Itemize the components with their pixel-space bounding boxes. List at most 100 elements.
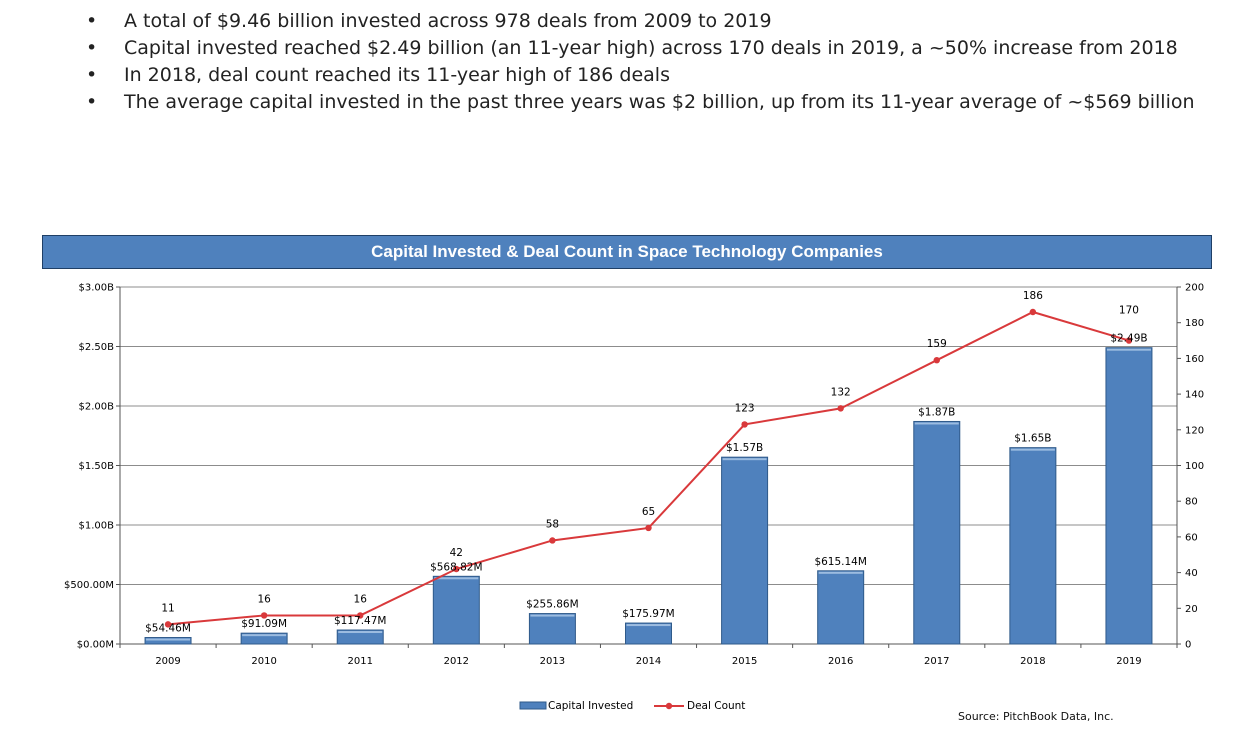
point-deal-count [453, 565, 460, 573]
bar-capital-invested [913, 420, 961, 645]
bar-value-label: $54.46M [145, 623, 191, 635]
bullet-text: The average capital invested in the past… [124, 91, 1195, 113]
deal-count-label: 42 [450, 547, 463, 559]
y-left-tick-label: $2.50B [79, 342, 115, 353]
x-tick-label: 2011 [348, 656, 373, 667]
y-left-tick-label: $2.00B [79, 402, 115, 413]
bar-value-label: $91.09M [241, 618, 287, 630]
deal-count-label: 65 [642, 506, 655, 518]
bar-value-label: $117.47M [334, 615, 386, 627]
bullet-item: • The average capital invested in the pas… [78, 89, 1198, 116]
deal-count-label: 159 [927, 338, 947, 350]
bar-highlight [242, 634, 287, 637]
bullet-list: • A total of $9.46 billion invested acros… [78, 8, 1198, 116]
bullet-dot: • [86, 64, 98, 86]
bar-value-label: $255.86M [526, 599, 578, 611]
y-right-tick-label: 0 [1185, 640, 1191, 651]
point-deal-count [1029, 308, 1037, 316]
bullet-text: Capital invested reached $2.49 billion (… [124, 37, 1178, 59]
bar-value-label: $1.87B [918, 406, 955, 418]
bar-value-label: $615.14M [814, 556, 866, 568]
y-left-tick-label: $500.00M [64, 580, 114, 591]
bar-highlight [722, 458, 767, 461]
y-right-tick-label: 120 [1185, 425, 1204, 436]
x-tick-label: 2009 [155, 656, 180, 667]
legend-label-deal-count: Deal Count [687, 700, 745, 712]
deal-count-label: 11 [161, 602, 174, 614]
x-tick-label: 2017 [924, 656, 949, 667]
point-deal-count [1125, 337, 1133, 344]
bar-capital-invested [528, 613, 576, 645]
bar-value-label: $2.49B [1110, 333, 1147, 345]
point-deal-count [549, 537, 556, 544]
bullet-item: • A total of $9.46 billion invested acros… [78, 8, 1198, 35]
point-deal-count [260, 612, 268, 619]
bar-highlight [530, 614, 575, 617]
bar-capital-invested [721, 456, 769, 645]
y-right-tick-label: 200 [1185, 283, 1204, 294]
point-deal-count [837, 405, 844, 412]
bar-value-label: $568.82M [430, 561, 482, 573]
y-left-tick-label: $1.00B [79, 521, 115, 532]
chart-title: Capital Invested & Deal Count in Space T… [42, 235, 1212, 269]
x-tick-label: 2018 [1020, 656, 1045, 667]
y-left-tick-label: $0.00M [77, 640, 114, 651]
bar-highlight [818, 571, 863, 574]
legend-swatch-capital-invested [519, 701, 547, 710]
bar-highlight [914, 422, 959, 425]
bar-value-label: $175.97M [622, 608, 674, 620]
bullet-text: A total of $9.46 billion invested across… [124, 10, 772, 32]
bullet-item: • Capital invested reached $2.49 billion … [78, 35, 1198, 62]
chart-container: Capital Invested & Deal Count in Space T… [42, 235, 1212, 735]
bar-capital-invested [432, 575, 480, 645]
bar-capital-invested [144, 637, 192, 645]
bar-highlight [1106, 348, 1151, 351]
bullet-text: In 2018, deal count reached its 11-year … [124, 64, 670, 86]
bar-value-label: $1.65B [1014, 433, 1051, 445]
source-note: Source: PitchBook Data, Inc. [958, 710, 1114, 723]
point-deal-count [357, 612, 364, 619]
chart-svg: $0.00M $500.00M $1.00B $1.50B $2.00B $2.50B $3… [64, 283, 1204, 713]
x-tick-label: 2014 [636, 656, 661, 667]
x-tick-label: 2016 [828, 656, 853, 667]
y-right-tick-label: 40 [1185, 568, 1198, 579]
bar-capital-invested [625, 622, 672, 645]
x-tick-label: 2015 [732, 656, 757, 667]
y-right-tick-label: 80 [1185, 497, 1198, 508]
bullet-dot: • [86, 10, 98, 32]
deal-count-label: 170 [1119, 305, 1139, 317]
deal-count-label: 132 [831, 386, 851, 398]
y-right-tick-label: 20 [1185, 604, 1198, 615]
y-right-tick-label: 160 [1185, 354, 1204, 365]
y-right-tick-label: 100 [1185, 461, 1204, 472]
deal-count-label: 123 [735, 402, 755, 414]
deal-count-label: 186 [1023, 290, 1043, 302]
y-right-tick-label: 140 [1185, 390, 1204, 401]
x-tick-label: 2019 [1116, 656, 1141, 667]
point-deal-count [164, 621, 172, 628]
bar-value-label: $1.57B [726, 442, 763, 454]
bar-capital-invested [336, 629, 384, 645]
bar-highlight [626, 624, 671, 627]
point-deal-count [645, 524, 652, 532]
line-deal-count [167, 310, 1130, 626]
bar-capital-invested [1009, 447, 1057, 645]
bar-capital-invested [817, 570, 865, 645]
point-deal-count [933, 356, 940, 364]
deal-count-label: 16 [257, 593, 271, 605]
y-left-tick-label: $1.50B [79, 461, 115, 472]
bullet-dot: • [86, 91, 98, 113]
y-right-tick-label: 60 [1185, 532, 1198, 543]
bar-highlight [434, 577, 479, 580]
deal-count-label: 58 [546, 518, 559, 530]
legend-label-capital-invested: Capital Invested [548, 700, 633, 712]
legend-marker-deal-count [665, 702, 673, 710]
bar-capital-invested [1105, 347, 1153, 645]
bullet-item: • In 2018, deal count reached its 11-year… [78, 62, 1198, 89]
bullet-dot: • [86, 37, 98, 59]
x-tick-label: 2013 [540, 656, 565, 667]
bar-highlight [338, 631, 383, 634]
y-right-tick-label: 180 [1185, 318, 1204, 329]
bar-highlight [146, 638, 191, 641]
bar-capital-invested [240, 632, 288, 645]
